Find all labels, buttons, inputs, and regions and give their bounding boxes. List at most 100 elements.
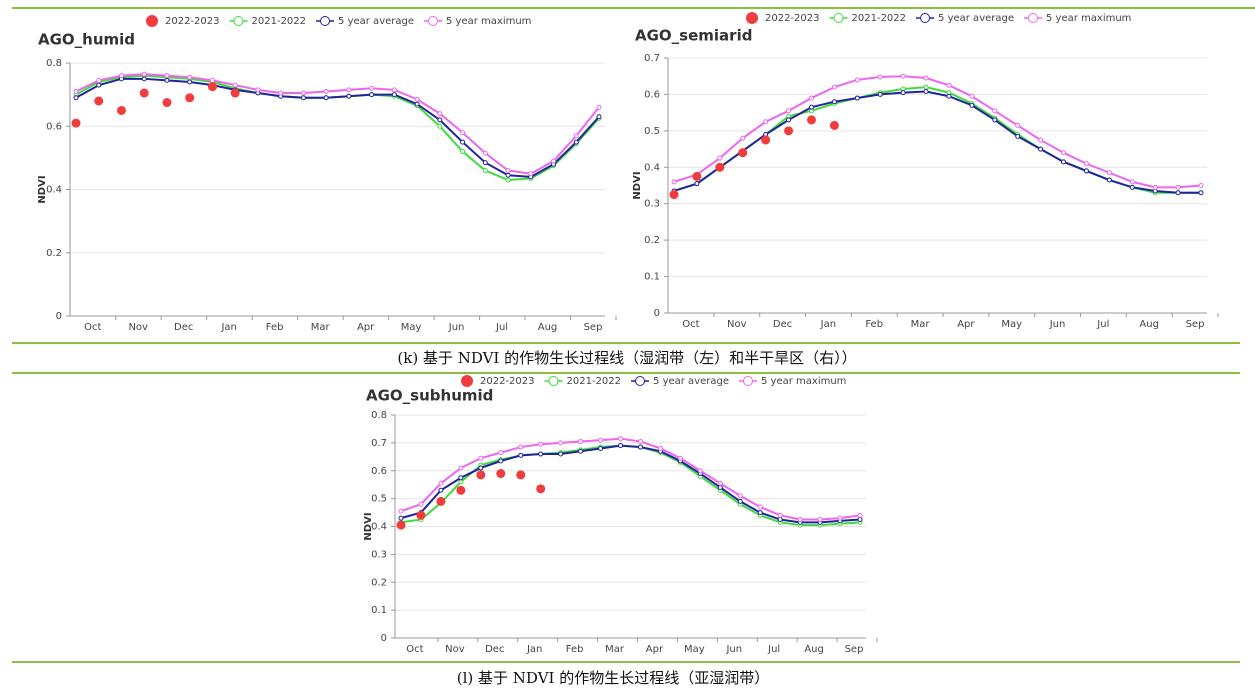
- line-marker: [786, 117, 792, 123]
- line-marker: [1015, 122, 1021, 128]
- line-marker: [482, 150, 488, 156]
- line-marker: [1175, 190, 1181, 196]
- y-tick-label: 0.3: [371, 549, 387, 560]
- legend-label: 2022-2023: [480, 376, 535, 387]
- x-tick-label: Jul: [1096, 319, 1109, 330]
- line-marker: [637, 438, 643, 444]
- line-marker: [671, 179, 677, 185]
- y-tick-label: 0.3: [644, 199, 660, 210]
- line-marker: [757, 504, 763, 510]
- line-marker: [414, 96, 420, 102]
- legend-marker: [746, 12, 758, 24]
- line-marker: [618, 443, 624, 449]
- line-marker: [478, 465, 484, 471]
- line-marker: [209, 77, 215, 83]
- x-tick-label: Nov: [445, 644, 465, 655]
- line-marker: [518, 452, 524, 458]
- line-marker: [831, 84, 837, 90]
- x-tick-label: Jan: [220, 322, 236, 333]
- legend-marker: [461, 375, 473, 387]
- line-marker: [538, 451, 544, 457]
- y-tick-label: 0.8: [371, 410, 387, 421]
- x-tick-label: Sep: [1186, 319, 1205, 330]
- line-marker: [677, 455, 683, 461]
- legend-label: 5 year average: [938, 13, 1014, 24]
- x-tick-label: Aug: [804, 644, 824, 655]
- line-marker: [598, 445, 604, 451]
- line-marker: [854, 95, 860, 101]
- line-marker: [1106, 170, 1112, 176]
- rule: [12, 7, 1255, 9]
- line-marker: [437, 117, 443, 123]
- data-point: [456, 485, 466, 495]
- x-tick-label: Jun: [1049, 319, 1066, 330]
- line-marker: [300, 90, 306, 96]
- x-tick-label: Dec: [773, 319, 792, 330]
- x-tick-label: Nov: [727, 319, 747, 330]
- line-marker: [458, 475, 464, 481]
- line-marker: [573, 139, 579, 145]
- line-marker: [618, 436, 624, 442]
- line-marker: [857, 512, 863, 518]
- line-marker: [482, 160, 488, 166]
- line-marker: [717, 480, 723, 486]
- series-line: [673, 90, 1201, 194]
- line-marker: [1061, 159, 1067, 165]
- line-marker: [757, 510, 763, 516]
- line-marker: [1038, 146, 1044, 152]
- data-point: [692, 171, 702, 181]
- data-point: [806, 115, 816, 125]
- legend-marker: [548, 376, 559, 386]
- line-marker: [164, 73, 170, 79]
- line-marker: [391, 92, 397, 98]
- line-marker: [946, 93, 952, 99]
- data-point: [476, 470, 486, 480]
- line-marker: [551, 158, 557, 164]
- x-tick-label: Mar: [605, 644, 625, 655]
- line-marker: [323, 95, 329, 101]
- line-marker: [73, 95, 79, 101]
- x-tick-label: Jul: [767, 644, 780, 655]
- x-tick-label: Feb: [566, 644, 584, 655]
- line-marker: [437, 123, 443, 129]
- legend-label: 5 year average: [653, 376, 729, 387]
- series-line: [75, 73, 600, 175]
- x-tick-label: Aug: [538, 322, 558, 333]
- series-line: [400, 444, 861, 527]
- y-axis-label: NDVI: [37, 175, 48, 203]
- y-tick-label: 0.7: [644, 53, 660, 64]
- data-point: [784, 126, 794, 136]
- line-marker: [946, 82, 952, 88]
- line-marker: [1129, 184, 1135, 190]
- data-point: [185, 93, 195, 103]
- line-marker: [877, 74, 883, 80]
- x-tick-label: Sep: [584, 322, 603, 333]
- y-tick-label: 0.6: [371, 466, 387, 477]
- legend-marker: [1028, 13, 1038, 23]
- series-line: [673, 75, 1202, 189]
- line-marker: [763, 119, 769, 125]
- data-point: [496, 469, 506, 479]
- legend-label: 2021-2022: [852, 13, 907, 24]
- rule: [12, 372, 1240, 374]
- line-marker: [1106, 177, 1112, 183]
- data-point: [829, 120, 839, 130]
- data-point: [669, 190, 679, 200]
- line-marker: [797, 517, 803, 523]
- line-marker: [96, 77, 102, 83]
- line-marker: [969, 102, 975, 108]
- line-marker: [923, 89, 929, 95]
- series-line: [400, 437, 861, 521]
- legend-marker: [635, 376, 646, 386]
- line-marker: [740, 135, 746, 141]
- x-tick-label: Jun: [725, 644, 742, 655]
- data-point: [396, 520, 406, 530]
- legend-marker: [428, 16, 438, 26]
- line-marker: [438, 487, 444, 493]
- y-tick-label: 0.8: [46, 58, 62, 69]
- y-tick-label: 0: [654, 308, 660, 319]
- line-marker: [255, 87, 261, 93]
- x-tick-label: May: [1001, 319, 1022, 330]
